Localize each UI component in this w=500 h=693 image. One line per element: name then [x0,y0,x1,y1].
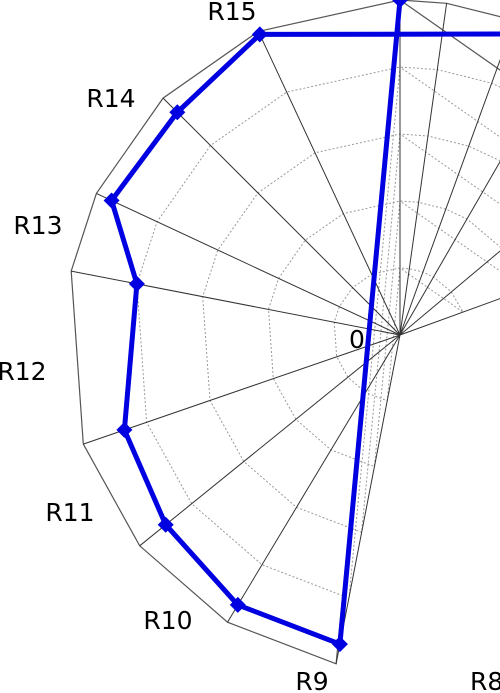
radar-grid-ring-1 [333,267,464,402]
radar-spoke-b [399,58,500,336]
radar-point-r12 [128,275,145,292]
radar-spokes [71,0,500,664]
radar-grid [70,0,500,665]
axis-label-r11: R11 [45,498,94,527]
radar-point-r14 [169,104,186,121]
radar-spoke-r12 [71,270,401,336]
radar-spoke-r14 [162,97,401,336]
axis-label-r14: R14 [86,84,135,113]
radar-spoke-r9 [227,334,401,623]
radar-spoke-r11 [83,334,401,445]
radar-spoke-e [399,298,500,336]
radar-spoke-r8 [335,334,401,664]
radar-point-r9 [229,596,246,613]
axis-label-r9: R9 [295,667,328,693]
axis-label-r8: R8 [470,667,500,693]
radial-tick-label-100: 100 [320,0,368,3]
radial-tick-label-0: 0 [349,325,365,354]
radar-spoke-d [399,250,500,336]
radar-point-r15 [251,26,268,43]
axis-label-r10: R10 [143,606,192,635]
radar-grid-ring-3 [202,133,500,534]
radar-grid-ring-4 [136,66,500,599]
radar-point-r11 [116,421,133,438]
radar-point-r13 [103,192,120,209]
radar-series [103,0,500,653]
axis-label-r15: R15 [207,0,256,26]
radar-point-r10 [157,516,174,533]
radar-spoke-r13 [96,192,401,336]
radar-point-r8 [331,636,348,653]
radar-spoke-r15 [257,31,401,336]
radar-spoke-a [399,3,448,336]
radar-spoke-c [399,160,500,336]
axis-label-r13: R13 [13,211,62,240]
radar-point-100 [392,0,408,8]
radar-spoke-r10 [139,334,401,547]
radar-outer-ring [70,0,500,665]
radar-grid-ring-2 [267,200,500,468]
radar-series-line [109,0,500,647]
axis-label-r12: R12 [0,357,47,386]
